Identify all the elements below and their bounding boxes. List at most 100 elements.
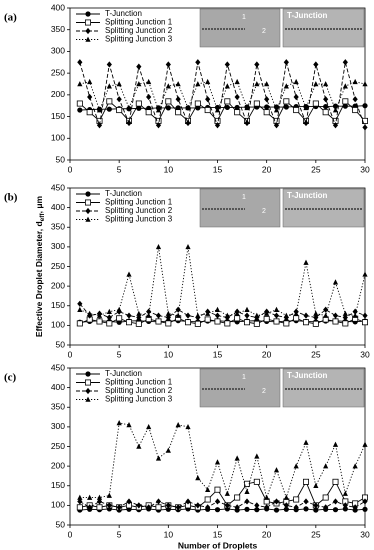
marker (234, 78, 240, 85)
y-tick-label: 150 (51, 300, 65, 310)
marker (293, 315, 300, 322)
marker (303, 312, 309, 319)
marker (106, 320, 113, 327)
marker (106, 106, 112, 112)
marker (342, 98, 349, 105)
marker (303, 104, 309, 111)
legend-label: Splitting Junction 1 (105, 378, 173, 387)
marker (135, 100, 142, 107)
marker (136, 310, 142, 316)
x-tick-label: 25 (311, 349, 321, 359)
x-tick-label: 10 (164, 164, 174, 174)
x-tick-label: 20 (262, 164, 272, 174)
legend-label: T-Junction (105, 9, 142, 18)
marker (283, 502, 289, 509)
marker (362, 124, 368, 131)
marker (87, 310, 93, 316)
marker (224, 83, 230, 89)
marker (293, 78, 299, 85)
x-tick-label: 30 (360, 164, 370, 174)
marker (244, 506, 250, 512)
marker (136, 314, 142, 321)
marker (293, 496, 300, 503)
marker (136, 443, 142, 449)
marker (352, 308, 358, 315)
marker (126, 271, 132, 277)
marker (323, 306, 329, 313)
marker (86, 109, 93, 116)
marker (175, 422, 181, 428)
marker (136, 81, 142, 87)
marker (293, 93, 299, 101)
marker (126, 319, 133, 326)
marker (214, 498, 221, 505)
marker (264, 310, 270, 316)
marker (302, 319, 309, 326)
marker (273, 318, 280, 325)
marker (323, 463, 329, 469)
marker (116, 315, 123, 322)
y-tick-label: 50 (56, 519, 66, 529)
marker (85, 19, 92, 26)
series-line (79, 246, 366, 317)
marker (205, 78, 211, 85)
inset-label: 1 (242, 14, 246, 21)
marker (332, 312, 339, 319)
x-tick-label: 5 (117, 529, 122, 539)
marker (146, 308, 152, 315)
marker (352, 504, 358, 511)
marker (244, 488, 250, 494)
marker (85, 191, 91, 197)
marker (185, 243, 191, 250)
marker (185, 423, 191, 430)
marker (254, 502, 260, 509)
marker (254, 61, 260, 68)
y-axis-label-part: eff (39, 213, 46, 222)
marker (145, 109, 152, 116)
marker (362, 81, 368, 87)
x-tick-label: 25 (311, 529, 321, 539)
marker (332, 498, 339, 505)
marker (214, 306, 221, 312)
marker (116, 504, 122, 511)
marker (195, 312, 201, 318)
marker (76, 320, 83, 327)
marker (194, 100, 201, 107)
marker (313, 502, 319, 509)
marker (214, 318, 221, 325)
marker (96, 318, 103, 325)
marker (146, 504, 152, 511)
y-axis-label-part: , μm (34, 195, 44, 213)
marker (244, 306, 250, 312)
marker (342, 490, 348, 496)
marker (244, 312, 250, 319)
marker (77, 498, 83, 505)
marker (205, 96, 211, 103)
marker (165, 310, 171, 316)
marker (136, 105, 142, 111)
marker (87, 494, 93, 500)
y-tick-label: 350 (51, 24, 65, 34)
y-tick-label: 400 (51, 202, 65, 212)
marker (273, 122, 280, 129)
inset-label: T-Junction (287, 11, 328, 20)
marker (264, 504, 270, 511)
marker (106, 308, 112, 314)
marker (263, 316, 270, 323)
marker (106, 61, 112, 68)
y-tick-label: 450 (51, 362, 65, 372)
marker (195, 81, 201, 87)
marker (85, 216, 91, 222)
series-line (79, 303, 366, 319)
marker (106, 314, 112, 321)
legend-label: Splitting Junction 2 (105, 26, 173, 35)
marker (342, 320, 349, 327)
marker (253, 320, 260, 327)
marker (165, 502, 171, 509)
x-tick-label: 5 (117, 349, 122, 359)
marker (234, 504, 240, 511)
marker (313, 81, 319, 87)
marker (175, 504, 181, 511)
panel-label: (b) (4, 192, 18, 204)
